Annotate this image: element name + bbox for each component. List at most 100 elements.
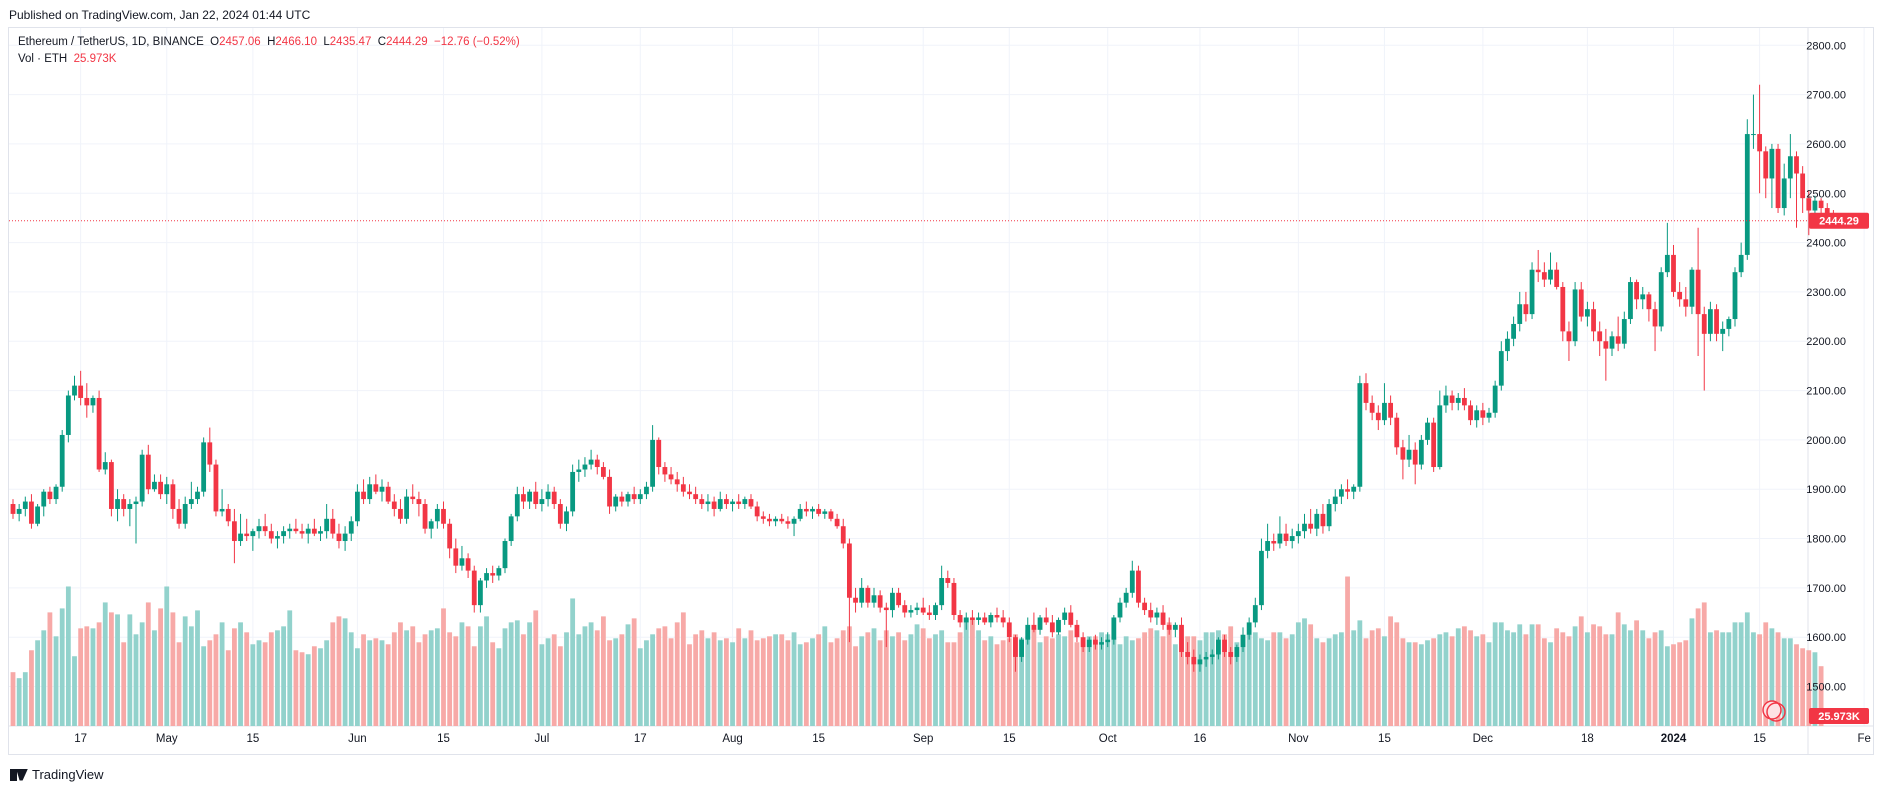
candle [478,578,483,613]
candle [1603,328,1609,381]
candle [1585,301,1590,327]
candle [816,504,822,517]
volume-bar [619,634,625,726]
candle-body [1806,198,1812,211]
volume-bar [1074,642,1080,726]
candle-body [1591,309,1596,332]
candle-body [1209,654,1215,657]
candle-body [730,501,735,505]
volume-bar [1517,624,1523,726]
candle [428,518,434,539]
candle [1572,282,1578,347]
candle [1400,439,1406,480]
candle-body [1062,612,1068,620]
candle [1265,523,1270,559]
volume-bar [90,628,96,726]
volume-bar [1794,644,1799,726]
candle [847,538,852,643]
price-tick-label: 1800.00 [1806,534,1846,546]
candle [1295,523,1301,544]
candle-body [1671,254,1676,292]
candle-body [797,508,803,519]
candle-body [385,486,391,502]
volume-bar [1443,632,1449,726]
volume-bar [1295,622,1301,726]
volume-bar [1535,624,1541,726]
candle-body [96,397,102,470]
candle-body [90,397,96,406]
candle [1634,279,1639,310]
candle-body [644,486,649,495]
candle [1062,607,1068,625]
volume-bar [970,618,975,726]
candle [1277,516,1283,549]
volume-bar [1166,622,1172,726]
candle [496,565,502,581]
candle [367,476,373,505]
candle [1683,286,1689,317]
candle-body [1203,656,1209,660]
volume-bar [926,638,932,726]
volume-bar [502,628,508,726]
candle-body [545,491,551,500]
volume-bar [773,634,778,726]
candle-body [785,521,791,524]
volume-bar [847,626,852,726]
candle [1418,434,1424,470]
volume-bar [1529,624,1535,726]
volume-bars [10,576,1824,726]
volume-bar [1265,640,1270,726]
candle-body [920,607,926,613]
candle [342,526,348,551]
time-axis[interactable]: 17 May 15 Jun 15 Jul 17 Aug 15 Sep 15 Oct 16 Nov 15 Dec… [74,733,1871,745]
candle-body [847,543,852,598]
candle [121,494,127,517]
volume-bar [637,648,643,726]
candle [1652,301,1658,352]
candle [1068,605,1074,628]
volume-bar [1289,634,1295,726]
candle-body [908,610,914,613]
candle [896,587,901,608]
volume-bar [1609,634,1615,726]
candle [1677,282,1683,307]
candle [385,481,391,505]
candle [1498,341,1504,391]
candle-body [1308,523,1314,529]
volume-bar [1136,638,1141,726]
volume-bar [674,622,680,726]
candle [1794,151,1799,228]
tradingview-footer[interactable]: TradingView [10,767,104,782]
candle [232,508,237,564]
candle [939,565,945,611]
volume-bar [717,640,723,726]
volume-bar [1646,638,1652,726]
candle-body [687,491,692,495]
volume-bar [853,646,858,726]
volume-bar [840,630,846,726]
candle-body [926,612,932,616]
time-tick-label: 15 [437,733,450,745]
candle-body [859,587,865,603]
volume-bar [1394,622,1400,726]
volume-bar [361,634,366,726]
volume-bar [1037,642,1043,726]
candle-body [736,501,742,505]
candle [1689,267,1695,315]
candle [1628,277,1633,324]
symbol-legend[interactable]: Ethereum / TetherUS, 1D, BINANCE O2457.0… [18,35,520,49]
volume-legend[interactable]: Vol · ETH 25.973K [18,52,116,66]
candle [1701,306,1707,391]
candle-body [1265,541,1270,551]
price-axis[interactable]: 2800.00 2700.00 2600.00 2500.00 2400.00 2300.… [1806,40,1846,693]
candle [1492,380,1498,418]
candle [453,538,459,574]
price-tick-label: 2300.00 [1806,287,1846,299]
candle-body [201,442,207,492]
volume-bar [1431,638,1437,726]
candle [275,531,280,549]
candle [207,427,213,472]
candle [182,496,188,529]
volume-bar [1560,632,1566,726]
